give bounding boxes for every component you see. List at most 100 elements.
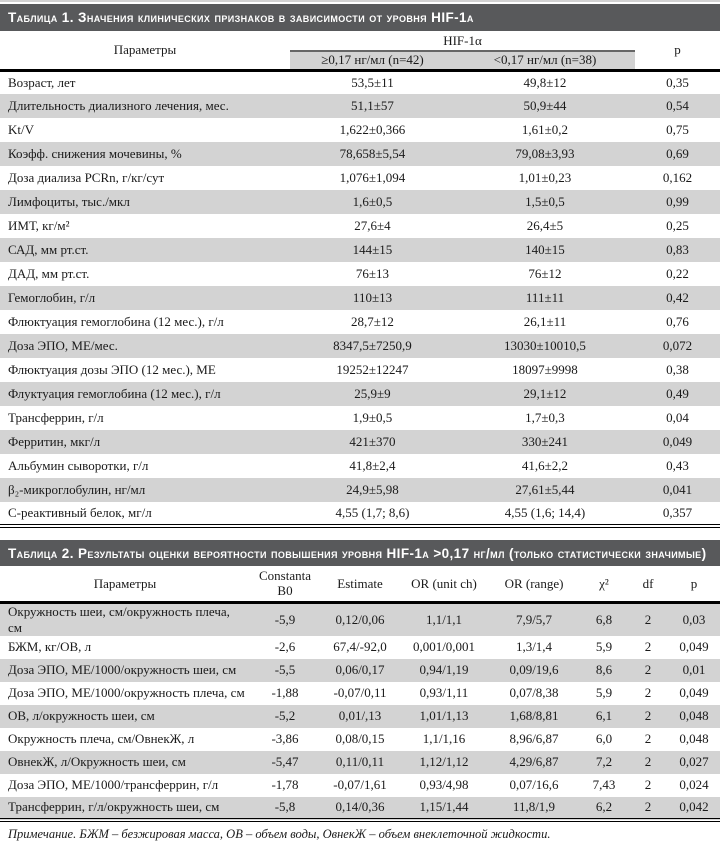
table1-params-header: Параметры [113, 41, 177, 57]
param-cell: Лимфоциты, тыс./мкл [8, 194, 130, 209]
chi2-cell: 7,43 [592, 777, 616, 792]
table-row: Трансферрин, г/л/окружность шеи, см -5,8… [0, 796, 720, 822]
or-range-cell: 11,8/1,9 [488, 796, 580, 822]
value-low-cell: 27,61±5,44 [515, 482, 575, 497]
b0-cell: -1,88 [271, 685, 299, 700]
p-value-cell: 0,75 [666, 122, 689, 137]
param-cell: Трансферрин, г/л [8, 410, 104, 425]
param-cell: Коэфф. снижения мочевины, % [8, 146, 182, 161]
value-high-cell: 4,55 (1,7; 8,6) [290, 502, 455, 528]
value-low-cell: 29,1±12 [523, 386, 567, 401]
table-row: β₂-микроглобулин, нг/мл 24,9±5,98 27,61±… [0, 478, 720, 502]
p-value-cell: 0,99 [666, 194, 689, 209]
p-value-cell: 0,049 [679, 639, 709, 654]
or-unit-cell: 1,1/1,16 [422, 731, 466, 746]
b0-cell: -5,8 [250, 796, 320, 822]
value-high-cell: 28,7±12 [351, 314, 394, 329]
table2-params-header: Параметры [93, 575, 157, 591]
param-cell: Доза диализа PCRn, г/кг/сут [8, 170, 165, 185]
table-row: Доза ЭПО, МЕ/мес. 8347,5±7250,9 13030±10… [0, 334, 720, 358]
table-row: САД, мм рт.ст. 144±15 140±15 0,83 [0, 238, 720, 262]
table2-estimate-header: Estimate [337, 575, 383, 591]
p-value-cell: 0,041 [662, 482, 693, 497]
table-gap [0, 528, 720, 540]
estimate-cell: 67,4/-92,0 [333, 639, 387, 654]
table1-body: Возраст, лет 53,5±11 49,8±12 0,35 Длител… [0, 68, 720, 528]
value-low-cell: 26,4±5 [526, 218, 564, 233]
table1: Параметры HIF-1α p ≥0,17 нг/мл (n=42) <0… [0, 31, 720, 528]
param-cell: ИМТ, кг/м² [8, 218, 70, 233]
p-value-cell: 0,49 [666, 386, 689, 401]
param-cell: Kt/V [8, 122, 34, 137]
param-cell: Альбумин сыворотки, г/л [8, 458, 149, 473]
value-low-cell: 50,9±44 [523, 98, 567, 113]
or-range-cell: 0,07/16,6 [509, 777, 559, 792]
estimate-cell: -0,07/0,11 [333, 685, 387, 700]
p-value-cell: 0,042 [668, 796, 720, 822]
value-high-cell: 1,6±0,5 [352, 194, 393, 209]
p-value-cell: 0,357 [635, 502, 720, 528]
value-high-cell: 144±15 [352, 242, 393, 257]
estimate-cell: 0,12/0,06 [320, 600, 400, 636]
table2-p-header: p [690, 575, 698, 591]
value-low-cell: 111±11 [525, 290, 565, 305]
b0-cell: -3,86 [271, 731, 299, 746]
value-high-cell: 8347,5±7250,9 [333, 338, 412, 353]
estimate-cell: 0,06/0,17 [335, 662, 385, 677]
value-low-cell: 76±12 [528, 266, 562, 281]
value-high-cell: 41,8±2,4 [349, 458, 396, 473]
p-value-cell: 0,25 [666, 218, 689, 233]
table2-title-bar: Таблица 2. Результаты оценки вероятности… [0, 540, 720, 566]
p-value-cell: 0,024 [679, 777, 709, 792]
value-high-cell: 110±13 [352, 290, 393, 305]
table2-or-range-header: OR (range) [504, 575, 564, 591]
estimate-cell: 0,11/0,11 [335, 754, 385, 769]
table2-chi2-header: χ² [599, 575, 609, 591]
param-cell: Возраст, лет [0, 68, 290, 94]
param-cell: ОвнекЖ, л/Окружность шеи, см [8, 754, 186, 769]
table-row: Ферритин, мкг/л 421±370 330±241 0,049 [0, 430, 720, 454]
p-value-cell: 0,54 [666, 98, 689, 113]
df-cell: 2 [644, 777, 652, 792]
value-low-cell: 13030±10010,5 [504, 338, 586, 353]
table-row: С-реактивный белок, мг/л 4,55 (1,7; 8,6)… [0, 502, 720, 528]
p-value-cell: 0,76 [666, 314, 689, 329]
param-cell: Длительность диализного лечения, мес. [8, 98, 229, 113]
table-row: Окружность плеча, см/ОвнекЖ, л -3,86 0,0… [0, 728, 720, 751]
value-high-cell: 1,9±0,5 [352, 410, 393, 425]
param-cell: ДАД, мм рт.ст. [8, 266, 90, 281]
p-value-cell: 0,35 [635, 68, 720, 94]
value-high-cell: 27,6±4 [354, 218, 391, 233]
table-row: Возраст, лет 53,5±11 49,8±12 0,35 [0, 68, 720, 94]
or-unit-cell: 1,01/1,13 [419, 708, 469, 723]
table-row: ОВ, л/окружность шеи, см -5,2 0,01/,13 1… [0, 704, 720, 728]
or-unit-cell: 1,1/1,1 [400, 600, 488, 636]
param-cell: Доза ЭПО, МЕ/1000/окружность плеча, см [8, 685, 245, 700]
or-range-cell: 8,96/6,87 [509, 731, 559, 746]
param-cell: Доза ЭПО, МЕ/1000/окружность шеи, см [8, 662, 237, 677]
table-row: Флюктуация дозы ЭПО (12 мес.), МЕ 19252±… [0, 358, 720, 382]
b0-cell: -1,78 [271, 777, 299, 792]
df-cell: 2 [644, 685, 652, 700]
b0-cell: -5,47 [271, 754, 299, 769]
table2: Параметры Constanta B0 Estimate OR (unit… [0, 566, 720, 822]
value-high-cell: 53,5±11 [290, 68, 455, 94]
table2-body: Окружность шеи, см/окружность плеча, см … [0, 600, 720, 822]
or-range-cell: 0,07/8,38 [509, 685, 559, 700]
df-cell: 2 [644, 662, 652, 677]
p-value-cell: 0,22 [666, 266, 689, 281]
value-low-cell: 18097±9998 [512, 362, 578, 377]
p-value-cell: 0,049 [679, 685, 709, 700]
value-high-cell: 24,9±5,98 [346, 482, 399, 497]
table-row: Длительность диализного лечения, мес. 51… [0, 94, 720, 118]
value-high-cell: 25,9±9 [354, 386, 391, 401]
chi2-cell: 6,1 [595, 708, 613, 723]
param-cell: БЖМ, кг/ОВ, л [8, 639, 92, 654]
table1-p-header: p [674, 41, 681, 57]
param-cell: С-реактивный белок, мг/л [0, 502, 290, 528]
table2-header: Параметры Constanta B0 Estimate OR (unit… [0, 566, 720, 602]
table-row: БЖМ, кг/ОВ, л -2,6 67,4/-92,0 0,001/0,00… [0, 636, 720, 659]
chi2-cell: 6,8 [580, 600, 628, 636]
value-high-cell: 421±370 [349, 434, 396, 449]
table-row: Доза ЭПО, МЕ/1000/окружность плеча, см -… [0, 682, 720, 705]
